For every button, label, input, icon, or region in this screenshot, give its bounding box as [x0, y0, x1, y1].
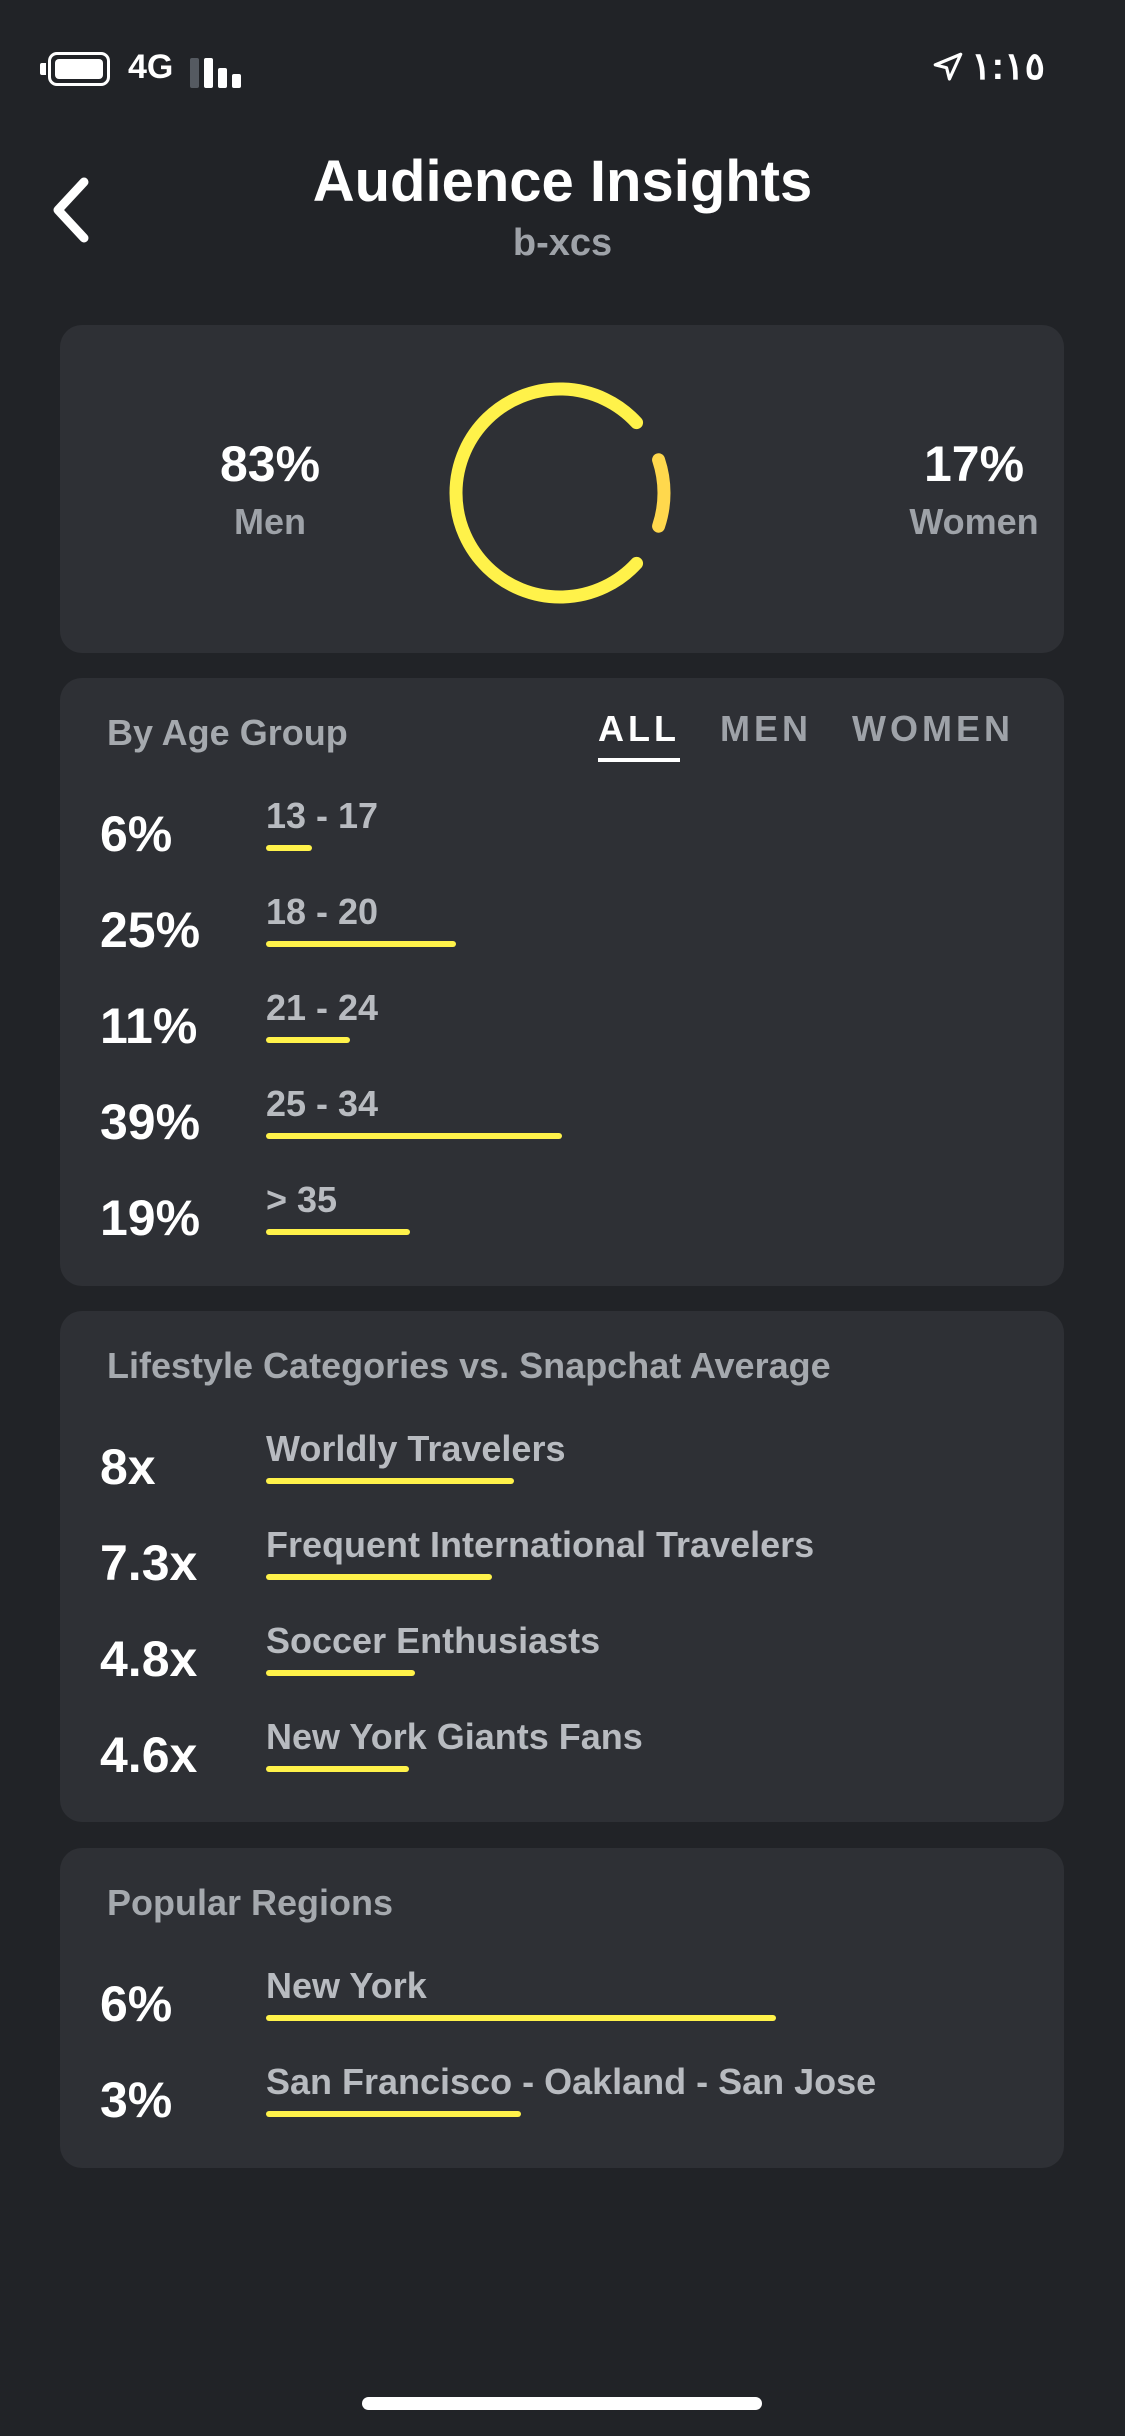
signal-icon	[190, 54, 246, 88]
lifestyle-row-label: Frequent International Travelers	[266, 1524, 815, 1565]
lifestyle-row-label: Soccer Enthusiasts	[266, 1620, 601, 1661]
home-indicator	[362, 2397, 762, 2410]
age-row-value: 11%	[100, 998, 198, 1054]
lifestyle-row: 8x Worldly Travelers	[60, 1422, 1064, 1502]
age-row-bar	[266, 845, 312, 851]
gender-filter-tabs: ALL MEN WOMEN	[598, 708, 1014, 762]
tab-women[interactable]: WOMEN	[852, 708, 1014, 749]
region-row: 3% San Francisco - Oakland - San Jose	[60, 2055, 1064, 2135]
age-row: 19% > 35	[60, 1173, 1064, 1253]
lifestyle-title: Lifestyle Categories vs. Snapchat Averag…	[107, 1345, 831, 1386]
gender-card: 83% Men 17% Women	[60, 325, 1064, 653]
lifestyle-row-bar	[266, 1766, 409, 1772]
lifestyle-row-bar	[266, 1574, 492, 1580]
page-title: Audience Insights	[312, 149, 813, 214]
status-bar: 4G ١:١٥	[0, 0, 1125, 140]
lifestyle-row-label: Worldly Travelers	[266, 1428, 566, 1469]
men-percent: 83%	[219, 436, 321, 492]
women-stat: 17% Women	[824, 435, 1124, 543]
lifestyle-row: 4.6x New York Giants Fans	[60, 1710, 1064, 1790]
regions-card: Popular Regions 6% New York 3% San Francisc…	[60, 1848, 1064, 2168]
age-row: 6% 13 - 17	[60, 789, 1064, 869]
lifestyle-row: 4.8x Soccer Enthusiasts	[60, 1614, 1064, 1694]
women-percent: 17%	[923, 436, 1025, 492]
lifestyle-row-bar	[266, 1670, 415, 1676]
age-row-label: 25 - 34	[266, 1083, 379, 1124]
gender-donut-chart	[449, 382, 671, 604]
age-row-bar	[266, 1037, 350, 1043]
clock-area: ١:١٥	[931, 44, 1045, 89]
donut-women-segment	[652, 453, 671, 533]
lifestyle-row: 7.3x Frequent International Travelers	[60, 1518, 1064, 1598]
age-row: 39% 25 - 34	[60, 1077, 1064, 1157]
age-row-bar	[266, 1133, 562, 1139]
age-row: 25% 18 - 20	[60, 885, 1064, 965]
battery-cap	[40, 63, 46, 75]
back-chevron-icon[interactable]	[44, 170, 104, 250]
men-stat: 83% Men	[120, 435, 420, 543]
age-row-label: > 35	[266, 1179, 338, 1220]
network-type: 4G	[128, 48, 174, 86]
age-row-label: 21 - 24	[266, 987, 379, 1028]
age-row-value: 19%	[100, 1190, 201, 1246]
donut-men-segment	[449, 382, 644, 604]
lifestyle-row-value: 7.3x	[100, 1535, 198, 1591]
lifestyle-row-value: 4.6x	[100, 1727, 198, 1783]
women-label: Women	[909, 501, 1039, 542]
page-subtitle: b-xcs	[512, 222, 613, 264]
clock: ١:١٥	[971, 46, 1045, 88]
age-row-label: 13 - 17	[266, 795, 379, 836]
region-row-label: New York	[266, 1965, 427, 2006]
battery-icon	[48, 52, 110, 86]
region-row-bar	[266, 2015, 776, 2021]
age-row: 11% 21 - 24	[60, 981, 1064, 1061]
age-row-bar	[266, 941, 456, 947]
regions-title: Popular Regions	[107, 1882, 394, 1923]
lifestyle-row-value: 4.8x	[100, 1631, 198, 1687]
age-row-label: 18 - 20	[266, 891, 379, 932]
age-row-value: 6%	[100, 806, 173, 862]
age-group-title: By Age Group	[107, 712, 348, 753]
region-row-value: 6%	[100, 1976, 173, 2032]
age-group-card: By Age Group ALL MEN WOMEN 6% 13 - 17 25% 1…	[60, 678, 1064, 1286]
region-row-label: San Francisco - Oakland - San Jose	[266, 2061, 877, 2102]
lifestyle-card: Lifestyle Categories vs. Snapchat Averag…	[60, 1311, 1064, 1822]
region-row-bar	[266, 2111, 521, 2117]
age-row-value: 39%	[100, 1094, 201, 1150]
age-row-bar	[266, 1229, 410, 1235]
tab-men[interactable]: MEN	[720, 708, 813, 749]
lifestyle-row-value: 8x	[100, 1439, 156, 1495]
region-row-value: 3%	[100, 2072, 173, 2128]
lifestyle-row-label: New York Giants Fans	[266, 1716, 643, 1757]
location-arrow-icon	[933, 52, 963, 81]
region-row: 6% New York	[60, 1959, 1064, 2039]
men-label: Men	[234, 501, 306, 542]
age-row-value: 25%	[100, 902, 201, 958]
tab-all[interactable]: ALL	[598, 708, 681, 762]
lifestyle-row-bar	[266, 1478, 514, 1484]
